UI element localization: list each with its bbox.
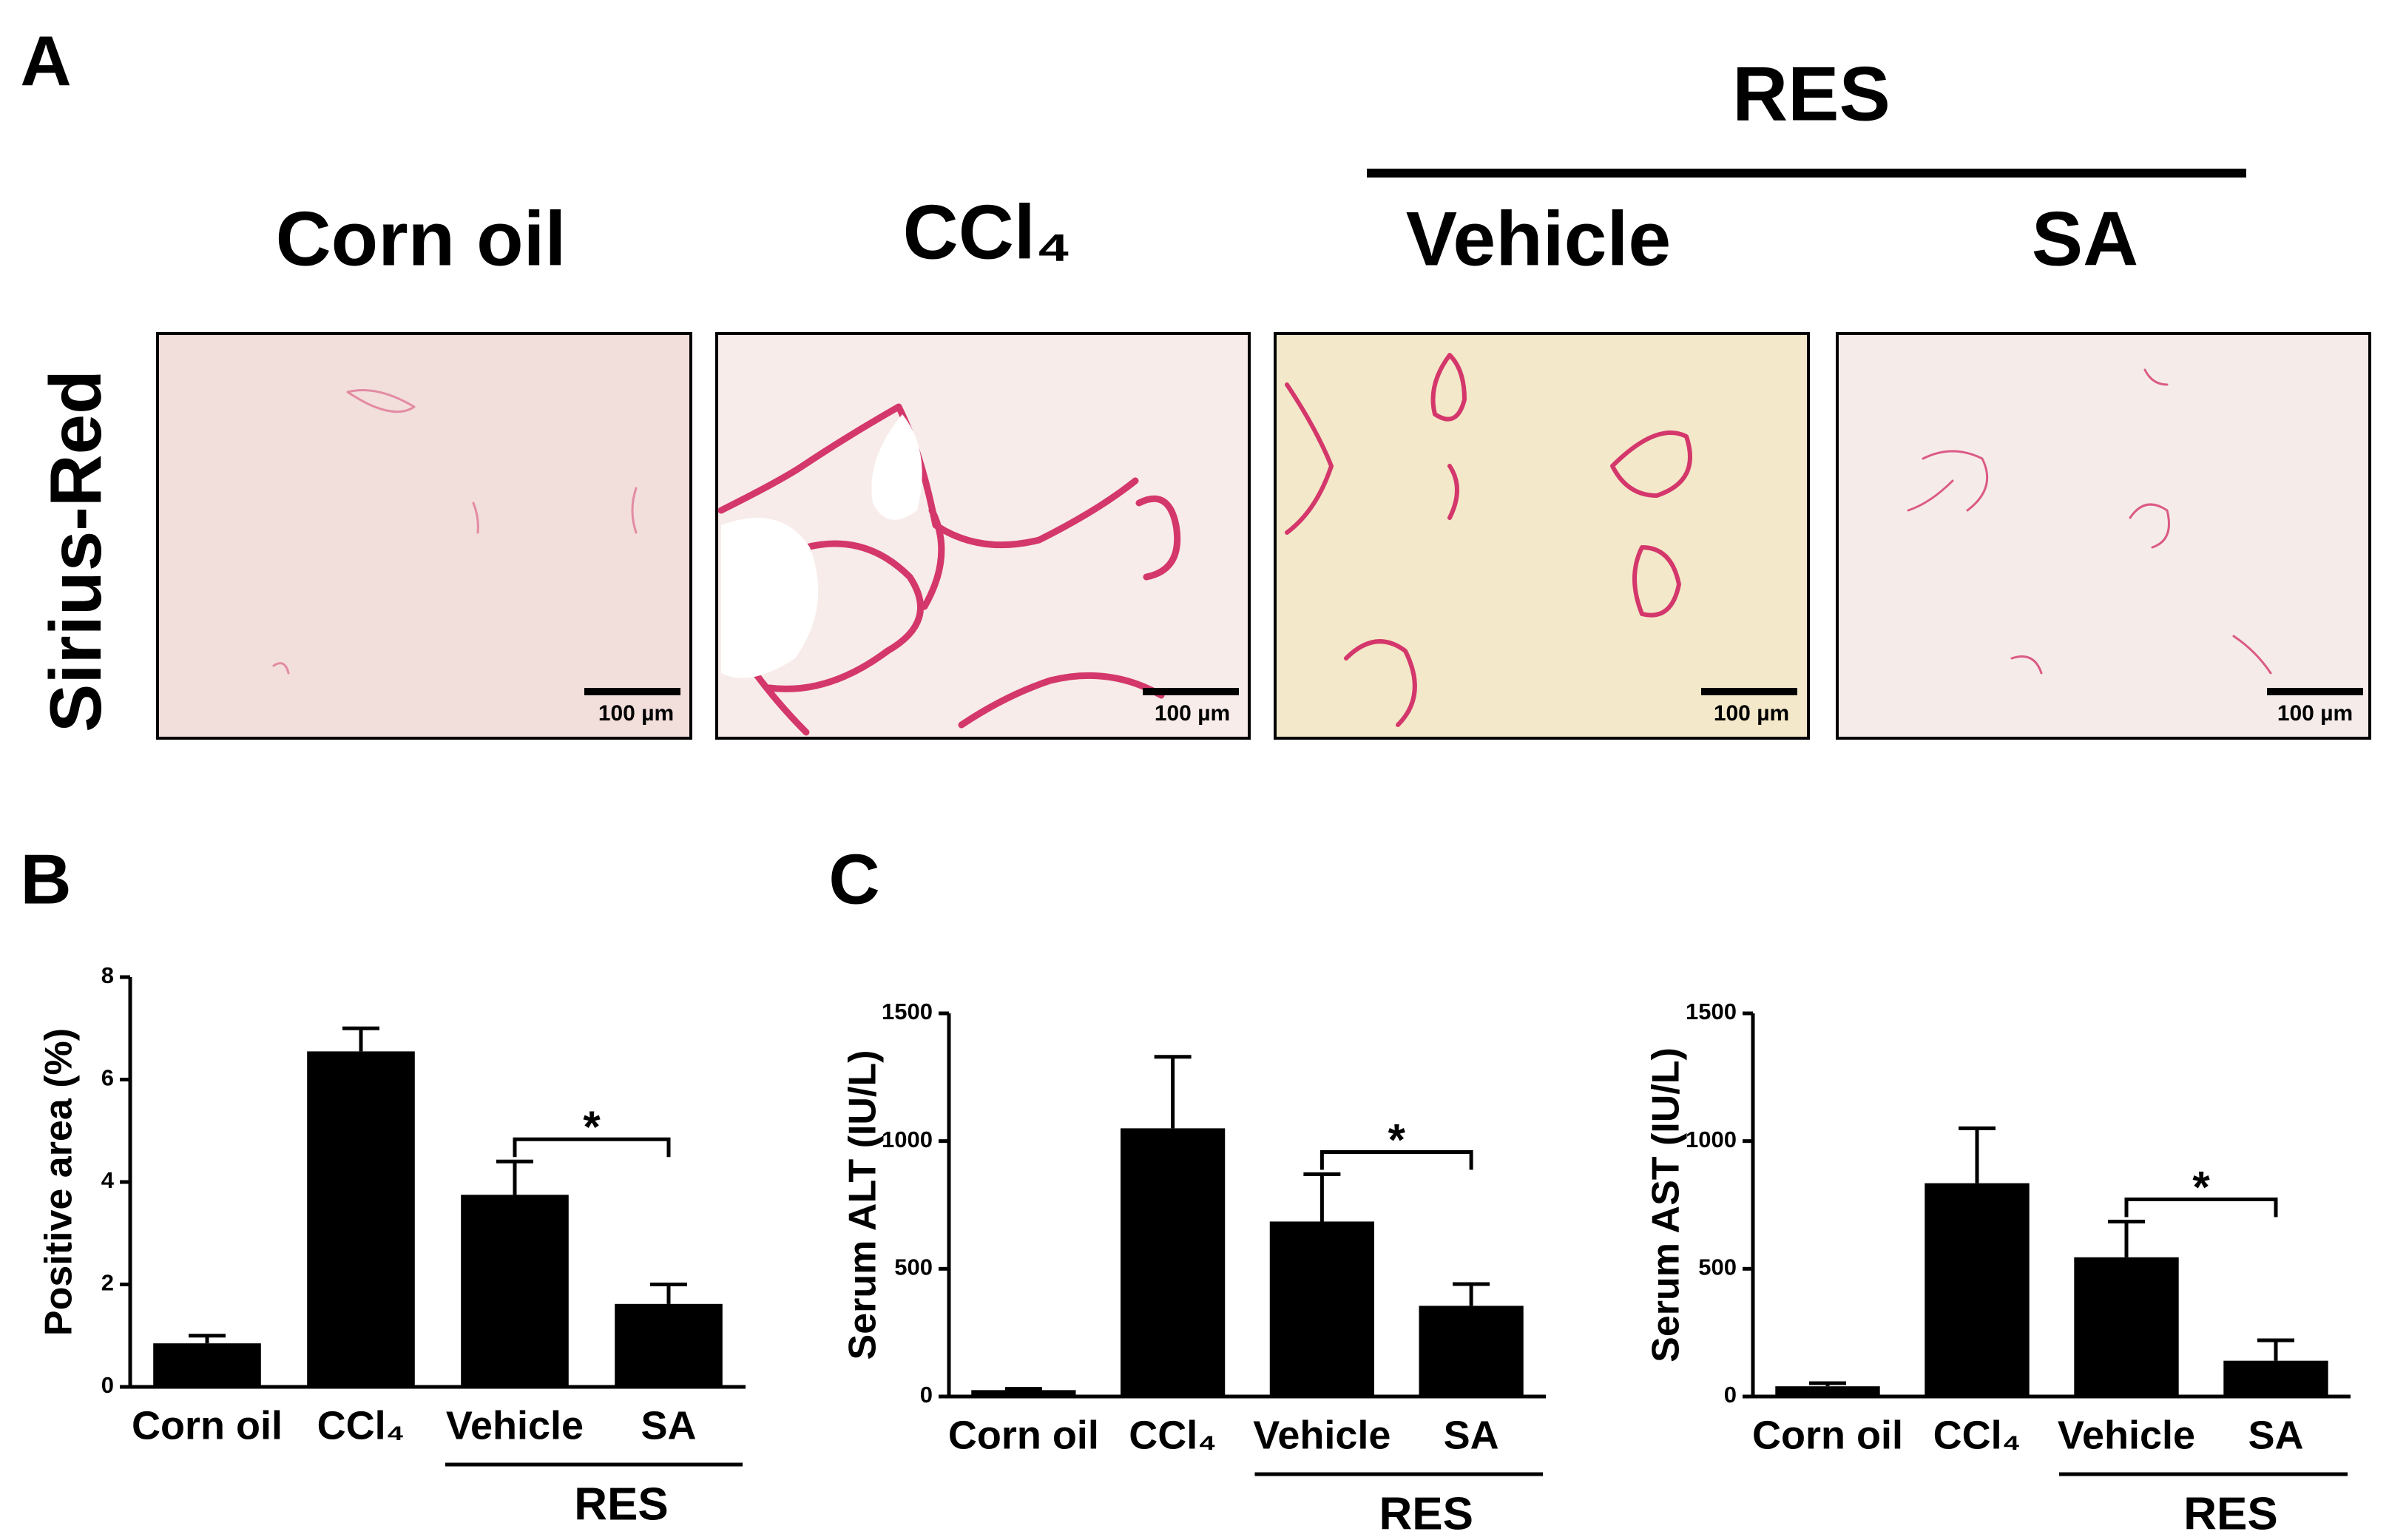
bar <box>1419 1306 1524 1397</box>
scale-bar-label: 100 µm <box>1714 701 1789 726</box>
y-axis-label: Serum AST (IU/L) <box>1645 1047 1688 1362</box>
bar <box>1925 1183 2030 1397</box>
y-tick-label: 1000 <box>882 1127 933 1152</box>
x-tick-label: Vehicle <box>446 1403 584 1448</box>
significance-bracket <box>2124 1197 2278 1218</box>
error-bar <box>2108 1219 2145 1257</box>
bar <box>615 1303 723 1387</box>
micrograph: 100 µm <box>1836 332 2371 740</box>
y-tick-label: 0 <box>920 1382 933 1408</box>
y-tick-label: 8 <box>101 962 114 988</box>
error-bar <box>2257 1338 2294 1361</box>
error-bar <box>1453 1282 1490 1306</box>
x-tick-label: Vehicle <box>1253 1413 1391 1457</box>
error-bar <box>1154 1055 1192 1129</box>
y-tick-label: 500 <box>1698 1254 1737 1280</box>
significance-label: * <box>583 1102 601 1152</box>
x-tick-label: Corn oil <box>132 1403 283 1448</box>
x-tick-label: SA <box>1444 1413 1499 1457</box>
bar <box>153 1343 261 1387</box>
y-tick-label: 2 <box>101 1270 114 1296</box>
error-bar <box>342 1026 379 1052</box>
group-label: RES <box>1379 1488 1473 1539</box>
column-header: CCl₄ <box>903 189 1072 275</box>
y-tick-label: 0 <box>101 1372 114 1398</box>
scale-bar-label: 100 µm <box>2277 701 2353 726</box>
y-tick-label: 1500 <box>1686 999 1737 1024</box>
bar <box>2074 1257 2179 1397</box>
y-tick-label: 1000 <box>1686 1127 1737 1152</box>
bar <box>1269 1221 1374 1397</box>
group-label: RES <box>1732 51 1890 137</box>
bar <box>461 1195 569 1387</box>
error-bar <box>1303 1172 1341 1222</box>
x-tick-label: Corn oil <box>948 1413 1099 1457</box>
micrograph: 100 µm <box>1274 332 1810 740</box>
error-bar <box>650 1283 687 1304</box>
bar <box>1775 1386 1880 1397</box>
scale-bar-label: 100 µm <box>598 701 674 726</box>
bar <box>971 1390 1076 1397</box>
micrograph: 100 µm <box>156 332 692 740</box>
row-label: Sirius-Red <box>35 370 116 732</box>
panel-label: B <box>20 840 71 919</box>
panel-label: A <box>20 21 71 101</box>
y-tick-label: 0 <box>1724 1382 1737 1408</box>
significance-bracket <box>513 1137 671 1158</box>
significance-label: * <box>1388 1115 1406 1164</box>
error-bar <box>1959 1126 1996 1183</box>
bar <box>1121 1128 1226 1397</box>
column-header: Corn oil <box>276 196 567 282</box>
significance-bracket <box>1319 1150 1473 1170</box>
x-tick-label: SA <box>2248 1413 2303 1457</box>
x-tick-label: CCl₄ <box>1129 1413 1217 1457</box>
x-tick-label: Corn oil <box>1752 1413 1903 1457</box>
error-bar <box>189 1334 226 1344</box>
panel-label: C <box>828 840 879 919</box>
y-axis-label: Positive area (%) <box>38 1028 81 1336</box>
x-tick-label: SA <box>641 1403 696 1448</box>
y-tick-label: 500 <box>894 1254 933 1280</box>
error-bar <box>496 1159 533 1195</box>
bar <box>2223 1360 2328 1397</box>
y-tick-label: 6 <box>101 1065 114 1091</box>
scale-bar-label: 100 µm <box>1155 701 1230 726</box>
y-tick-label: 4 <box>101 1167 115 1193</box>
y-tick-label: 1500 <box>882 999 933 1024</box>
x-tick-label: CCl₄ <box>317 1403 405 1448</box>
group-label: RES <box>2183 1488 2277 1539</box>
column-header: SA <box>2032 196 2138 282</box>
group-label: RES <box>574 1479 668 1530</box>
significance-label: * <box>2192 1162 2210 1212</box>
error-bar <box>1809 1381 1846 1387</box>
column-header: Vehicle <box>1406 196 1671 282</box>
error-bar <box>1004 1387 1042 1391</box>
bar <box>307 1051 415 1387</box>
x-tick-label: CCl₄ <box>1933 1413 2021 1457</box>
y-axis-label: Serum ALT (IU/L) <box>842 1050 885 1360</box>
micrograph: 100 µm <box>715 332 1251 740</box>
x-tick-label: Vehicle <box>2058 1413 2195 1457</box>
